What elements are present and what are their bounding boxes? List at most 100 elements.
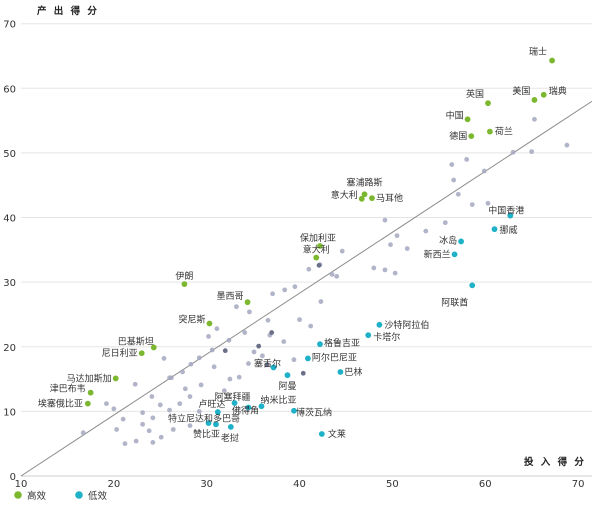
point-other [270, 291, 276, 297]
point-other [532, 116, 537, 122]
data-label: 赞比亚 [193, 428, 220, 440]
point-other [382, 267, 388, 273]
point-other [423, 228, 429, 234]
x-tick-label: 30 [200, 479, 213, 490]
point-efficient [369, 195, 375, 202]
data-label: 突尼斯 [178, 314, 205, 326]
x-tick-label: 20 [107, 479, 120, 490]
data-label: 荷兰 [495, 126, 513, 138]
data-label: 意大利 [331, 189, 358, 201]
point-other [449, 162, 455, 167]
point-other [177, 401, 183, 407]
point-efficient [540, 91, 547, 98]
point-other [329, 272, 335, 277]
data-label: 意大利 [303, 244, 330, 256]
point-other [122, 441, 128, 447]
point-other [404, 246, 410, 251]
point-dark_other [264, 362, 270, 368]
point-other [388, 242, 393, 248]
point-efficient [112, 375, 119, 382]
point-inefficient [376, 321, 383, 328]
point-inefficient [205, 420, 212, 426]
data-label: 中国香港 [488, 205, 524, 217]
data-points [80, 57, 570, 447]
data-label: 特立尼达和多巴哥 [168, 412, 240, 424]
data-label: 美国 [512, 85, 530, 97]
x-tick-label: 40 [293, 479, 306, 490]
point-other [464, 156, 470, 162]
point-other [510, 149, 516, 155]
data-label: 马耳他 [376, 192, 403, 204]
data-label: 瑞典 [549, 85, 567, 97]
point-other [529, 149, 535, 155]
point-inefficient [507, 212, 514, 219]
point-other [158, 434, 164, 440]
data-label: 新西兰 [424, 248, 451, 260]
data-label: 纳米比亚 [260, 394, 296, 406]
data-label: 德国 [449, 130, 467, 142]
point-other [481, 168, 487, 174]
point-inefficient [337, 369, 344, 375]
data-label: 巴林 [344, 366, 362, 378]
point-inefficient [451, 251, 458, 258]
point-efficient [531, 97, 538, 103]
point-inefficient [245, 404, 252, 411]
data-label: 墨西哥 [217, 291, 244, 302]
data-label: 阿联酋 [441, 296, 468, 308]
point-other [394, 233, 400, 239]
data-label: 塞浦路斯 [347, 176, 383, 188]
point-other [120, 416, 126, 422]
point-other [242, 330, 248, 335]
data-label: 马达加斯加 [67, 372, 112, 384]
point-efficient [313, 254, 320, 261]
data-label: 卡塔尔 [373, 331, 400, 343]
point-other [564, 142, 570, 148]
point-efficient [317, 243, 323, 249]
x-tick-label: 50 [386, 479, 399, 490]
point-other [206, 334, 211, 339]
point-efficient [468, 133, 475, 140]
point-efficient [181, 281, 188, 287]
point-other [382, 217, 388, 223]
point-other [157, 402, 163, 408]
data-label: 瑞士 [529, 46, 547, 58]
point-other [209, 347, 215, 353]
point-other [170, 427, 176, 432]
gridlines [21, 23, 592, 412]
point-other [146, 428, 152, 434]
data-label: 博茨瓦纳 [296, 407, 332, 419]
point-other [318, 299, 324, 304]
point-other [246, 361, 251, 366]
data-label: 卢旺达 [198, 398, 225, 410]
data-label: 尼日利亚 [102, 347, 138, 359]
point-inefficient [365, 332, 372, 339]
point-inefficient [270, 364, 277, 371]
point-other [247, 309, 252, 315]
point-other [226, 337, 232, 343]
point-other [442, 220, 448, 226]
point-efficient [150, 344, 157, 351]
point-other [114, 427, 120, 432]
point-inefficient [317, 341, 323, 348]
data-label: 阿塞拜疆 [215, 391, 251, 403]
point-other [339, 248, 345, 254]
point-other [308, 323, 314, 329]
point-inefficient [231, 400, 238, 406]
point-other [485, 200, 491, 206]
point-inefficient [214, 409, 221, 415]
point-other [306, 266, 312, 272]
point-other [451, 177, 457, 183]
point-inefficient [469, 282, 476, 289]
x-axis-title: 投 入 得 分 [524, 456, 586, 468]
point-efficient [485, 100, 491, 107]
point-other [392, 270, 398, 276]
point-dark_other [300, 370, 306, 376]
point-other [140, 421, 146, 427]
point-other [187, 423, 193, 428]
point-other [211, 364, 217, 370]
point-other [196, 408, 202, 414]
point-dark_other [316, 262, 322, 268]
point-inefficient [213, 421, 219, 428]
